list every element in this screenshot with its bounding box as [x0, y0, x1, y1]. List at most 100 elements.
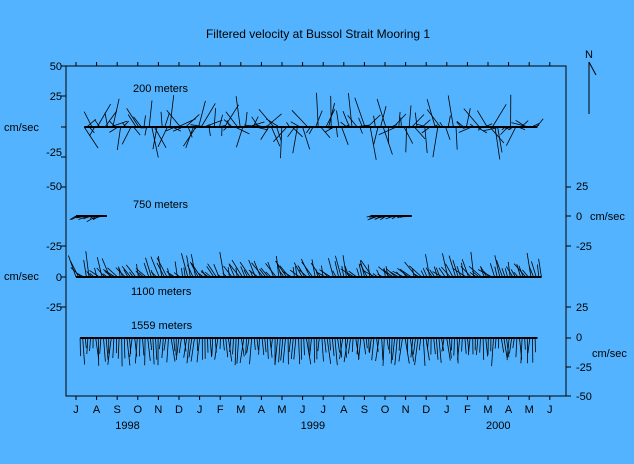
velocity-stick — [278, 337, 281, 363]
velocity-stick — [317, 337, 320, 352]
velocity-stick — [248, 269, 259, 278]
velocity-stick — [358, 117, 363, 128]
velocity-stick — [245, 111, 248, 128]
velocity-stick — [219, 337, 221, 350]
velocity-stick — [445, 126, 451, 140]
velocity-stick — [439, 121, 444, 128]
velocity-stick — [460, 266, 472, 278]
velocity-stick — [189, 261, 199, 278]
velocity-stick — [155, 337, 158, 360]
velocity-stick — [265, 113, 282, 128]
velocity-stick — [280, 337, 284, 361]
velocity-stick — [359, 126, 363, 134]
velocity-stick — [213, 108, 216, 128]
velocity-stick — [89, 215, 95, 219]
velocity-stick — [265, 118, 280, 128]
velocity-stick — [82, 337, 85, 365]
velocity-stick — [94, 267, 98, 278]
velocity-stick — [446, 337, 451, 361]
velocity-stick — [410, 337, 414, 358]
velocity-stick — [127, 114, 137, 128]
velocity-stick — [148, 100, 153, 128]
velocity-stick — [183, 267, 186, 278]
month-label: A — [258, 404, 266, 416]
velocity-stick — [484, 123, 493, 128]
velocity-stick — [516, 264, 521, 278]
velocity-stick — [397, 267, 410, 278]
velocity-stick — [200, 103, 216, 128]
velocity-stick — [166, 110, 181, 128]
velocity-stick — [513, 263, 527, 278]
month-label: M — [525, 404, 534, 416]
velocity-stick — [75, 272, 84, 278]
month-label: M — [277, 404, 286, 416]
velocity-stick — [99, 337, 102, 354]
depth-label: 750 meters — [133, 199, 189, 211]
velocity-stick — [504, 268, 508, 278]
velocity-stick — [172, 126, 184, 132]
velocity-stick — [157, 255, 163, 278]
velocity-stick — [394, 337, 398, 366]
velocity-stick — [508, 126, 514, 130]
value-tick-label: -50 — [576, 391, 592, 403]
velocity-stick — [135, 270, 142, 278]
velocity-stick — [358, 263, 363, 278]
velocity-stick — [455, 126, 458, 150]
axis-ticks — [61, 62, 571, 400]
velocity-stick — [397, 215, 405, 218]
depth-label: 200 meters — [133, 83, 189, 95]
velocity-stick — [391, 337, 396, 360]
velocity-stick — [337, 337, 340, 353]
velocity-stick — [496, 259, 503, 278]
value-tick-label: -50 — [46, 181, 62, 193]
month-label: D — [175, 404, 183, 416]
velocity-sticks — [68, 92, 544, 367]
velocity-stick — [531, 122, 540, 128]
velocity-stick — [472, 270, 480, 278]
velocity-stick — [169, 95, 175, 128]
velocity-stick — [133, 116, 142, 128]
velocity-stick — [156, 262, 165, 278]
velocity-stick — [425, 337, 430, 361]
velocity-stick — [538, 258, 542, 278]
velocity-stick — [181, 268, 183, 278]
unit-label: cm/sec — [592, 348, 627, 360]
velocity-stick — [289, 269, 300, 278]
value-tick-label: -25 — [46, 241, 62, 253]
velocity-stick — [356, 337, 359, 355]
velocity-stick — [398, 111, 401, 128]
velocity-stick — [203, 119, 223, 128]
velocity-stick — [103, 337, 106, 362]
velocity-stick — [222, 272, 228, 278]
velocity-stick — [260, 267, 269, 278]
velocity-stick — [462, 126, 470, 129]
velocity-stick — [438, 337, 442, 363]
velocity-stick — [390, 271, 399, 278]
velocity-stick — [290, 337, 294, 360]
velocity-stick — [378, 126, 397, 136]
velocity-stick — [366, 215, 371, 218]
velocity-stick — [156, 257, 168, 278]
velocity-stick — [223, 265, 233, 278]
velocity-stick — [526, 252, 532, 278]
velocity-stick — [336, 126, 338, 138]
velocity-stick — [512, 337, 515, 349]
velocity-stick — [236, 337, 240, 364]
velocity-stick — [328, 102, 335, 128]
velocity-stick — [456, 121, 462, 128]
value-tick-label: 0 — [576, 211, 582, 223]
velocity-stick — [418, 337, 422, 351]
velocity-stick — [206, 266, 215, 278]
month-label: A — [505, 404, 513, 416]
velocity-stick — [324, 337, 327, 353]
velocity-stick — [183, 337, 187, 352]
velocity-stick — [336, 110, 340, 128]
velocity-stick — [207, 337, 209, 353]
velocity-stick — [86, 215, 97, 223]
velocity-stick — [316, 271, 326, 278]
velocity-stick — [89, 337, 91, 352]
velocity-stick — [332, 270, 337, 278]
velocity-stick — [537, 264, 540, 278]
velocity-stick — [234, 337, 237, 366]
